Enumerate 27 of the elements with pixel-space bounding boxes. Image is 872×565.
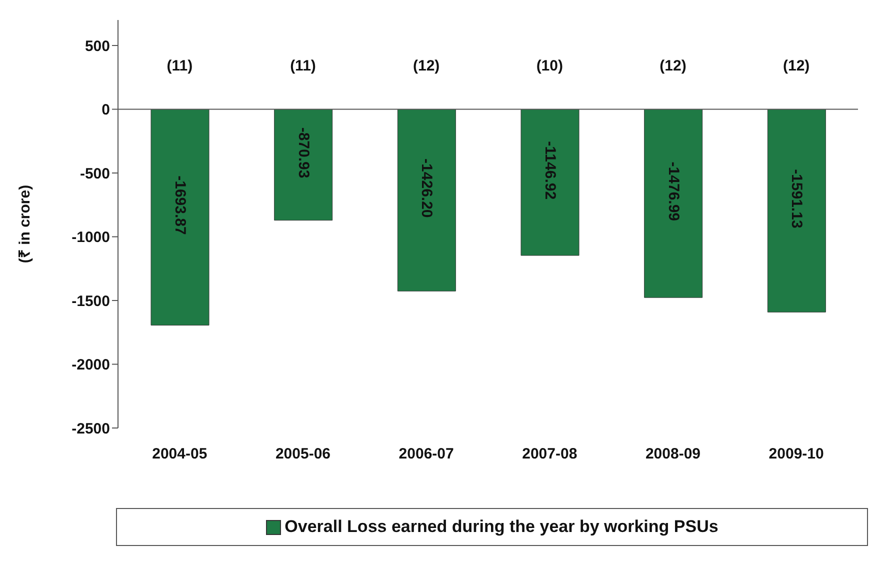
data-label: -1146.92 xyxy=(542,141,558,200)
y-tick-label: -1500 xyxy=(72,292,110,310)
y-axis-title: (₹ in crore) xyxy=(16,184,34,264)
x-tick-label: 2005-06 xyxy=(275,446,331,463)
y-tick-label: -2500 xyxy=(72,420,110,438)
data-label: -1693.87 xyxy=(172,176,188,235)
annotation: (11) xyxy=(290,58,316,75)
legend-label: Overall Loss earned during the year by working PSUs xyxy=(284,517,718,537)
y-tick-label: 0 xyxy=(102,102,110,119)
y-tick-label: -2000 xyxy=(72,356,110,374)
annotation: (12) xyxy=(412,58,440,75)
y-tick-label: -1000 xyxy=(72,229,110,246)
annotation: (12) xyxy=(782,58,810,75)
y-tick-label: -500 xyxy=(80,165,110,182)
x-tick-label: 2008-09 xyxy=(645,446,701,463)
annotation: (12) xyxy=(660,58,686,75)
data-label: -1426.20 xyxy=(418,158,436,218)
annotation: (10) xyxy=(536,58,564,75)
y-tick-label: 500 xyxy=(84,38,110,55)
x-tick-label: 2004-05 xyxy=(152,446,208,463)
data-label: -1476.99 xyxy=(664,162,682,222)
x-tick-label: 2007-08 xyxy=(522,446,578,463)
annotation: (11) xyxy=(166,58,193,75)
x-tick-label: 2006-07 xyxy=(398,446,454,463)
x-tick-label: 2009-10 xyxy=(768,446,824,463)
data-label: -1591.13 xyxy=(788,169,806,228)
data-label: -870.93 xyxy=(294,127,312,178)
